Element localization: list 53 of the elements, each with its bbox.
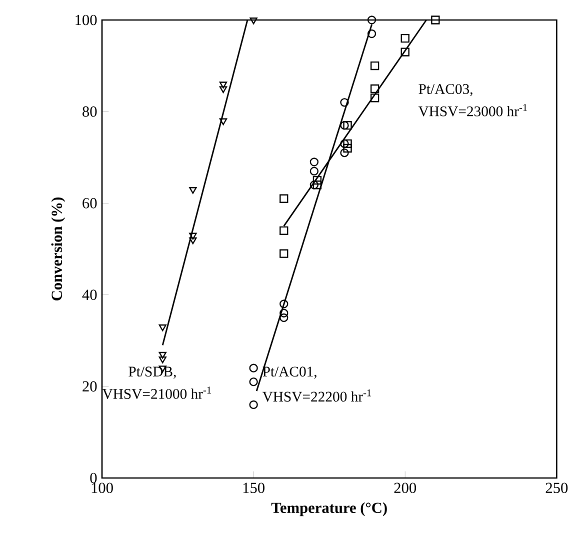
y-tick-label: 60: [82, 198, 97, 208]
y-tick-label: 80: [82, 106, 97, 117]
point: [189, 186, 197, 194]
point: [219, 82, 228, 88]
annotation: VHSV=23000 hr$^{-1}$: [418, 104, 527, 116]
point: [280, 308, 288, 318]
y-tick-label: 100: [76, 14, 97, 26]
y-axis-title: Conversion (%): [51, 198, 66, 300]
point: [340, 98, 349, 107]
point: [370, 84, 380, 94]
point: [367, 29, 376, 38]
point: [219, 86, 228, 94]
point: [343, 121, 352, 130]
point: [158, 324, 166, 332]
point: [249, 400, 258, 410]
x-tick-label: 200: [394, 482, 416, 494]
x-tick-label: 250: [546, 482, 568, 494]
point: [400, 34, 410, 43]
x-tick-label: 150: [243, 482, 264, 494]
point: [367, 16, 376, 24]
annotation: Pt/SDB,: [128, 366, 176, 379]
point: [158, 356, 166, 364]
point: [310, 166, 319, 176]
point: [370, 94, 380, 102]
y-tick-label: 40: [82, 290, 97, 300]
point: [249, 377, 258, 386]
x-tick-label: 100: [92, 482, 113, 494]
point: [431, 16, 440, 24]
point: [340, 148, 349, 158]
point: [189, 232, 197, 240]
point: [343, 144, 352, 153]
point: [280, 313, 288, 322]
point: [250, 18, 258, 24]
annotation: VHSV=22200 hr$^{-1}$: [262, 389, 372, 402]
point: [158, 352, 166, 359]
point: [280, 226, 288, 236]
x-axis-title: Temperature (°C): [271, 502, 387, 516]
point: [280, 300, 288, 308]
point: [312, 176, 322, 185]
annotation: Pt/AC03,: [418, 84, 472, 96]
point: [280, 249, 288, 258]
y-tick-label: 20: [82, 381, 97, 392]
point: [310, 158, 319, 166]
point: [280, 194, 288, 203]
point: [343, 139, 352, 148]
point: [249, 364, 258, 372]
annotation: VHSV=21000 hr$^{-1}$: [102, 386, 211, 399]
point: [219, 118, 228, 126]
point: [400, 48, 410, 56]
point: [370, 61, 380, 70]
annotation: Pt/AC01,: [262, 366, 316, 379]
y-tick-label: 0: [90, 472, 97, 484]
point: [189, 237, 197, 244]
